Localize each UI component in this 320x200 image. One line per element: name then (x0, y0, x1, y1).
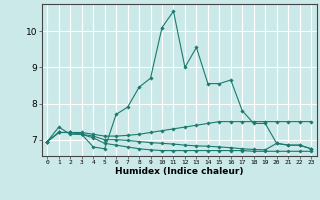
X-axis label: Humidex (Indice chaleur): Humidex (Indice chaleur) (115, 167, 244, 176)
